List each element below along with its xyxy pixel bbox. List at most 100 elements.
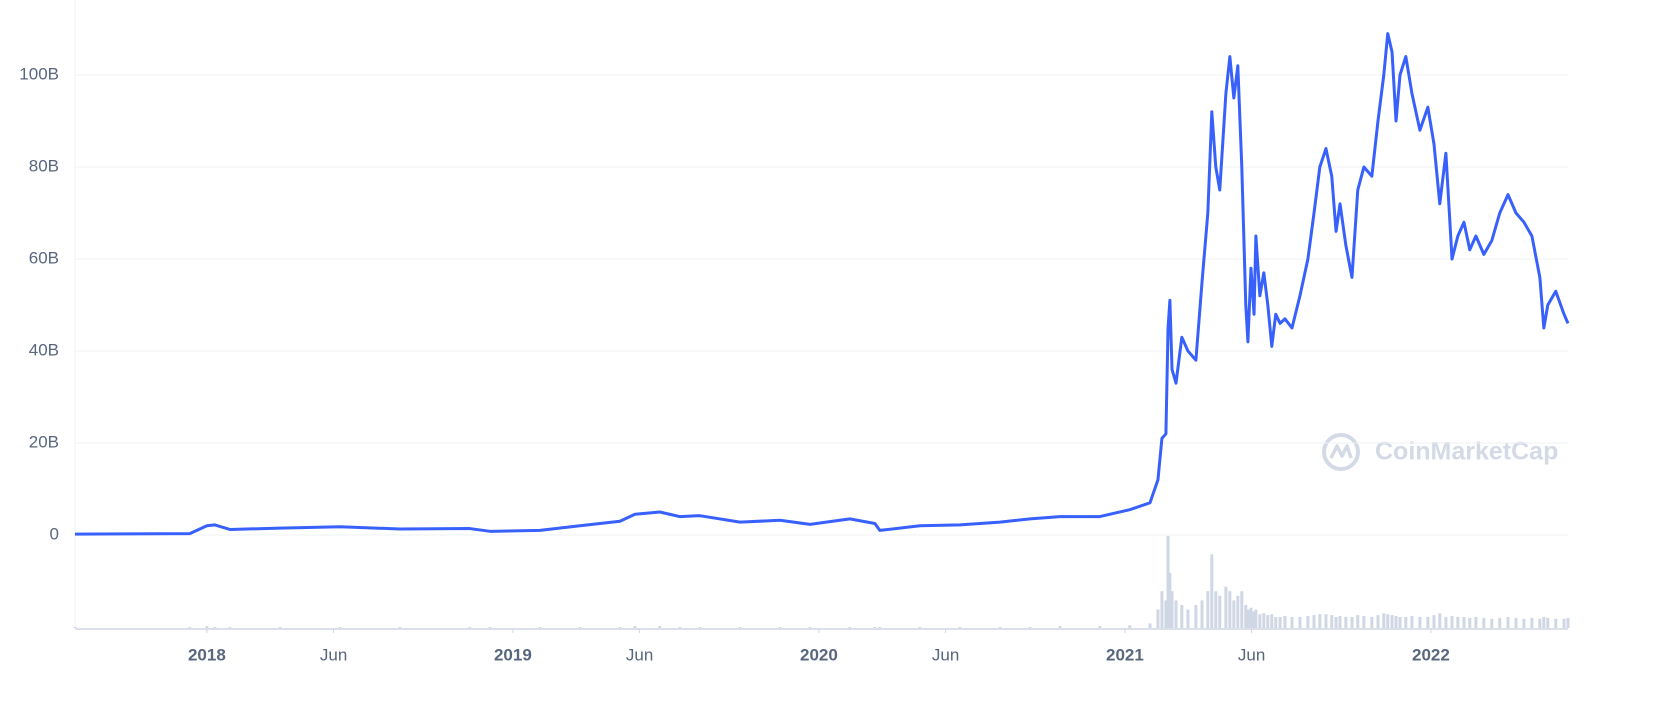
volume-bar bbox=[1398, 616, 1402, 628]
volume-bar bbox=[1254, 609, 1258, 628]
volume-bar bbox=[1566, 617, 1570, 628]
volume-bar bbox=[1098, 626, 1102, 628]
volume-bar bbox=[1386, 614, 1390, 628]
volume-bar bbox=[213, 627, 217, 628]
volume-bar bbox=[1350, 616, 1354, 628]
volume-bar bbox=[678, 627, 682, 628]
watermark-logo-mark bbox=[1329, 444, 1353, 459]
x-tick-label: 2019 bbox=[494, 645, 532, 664]
volume-bar bbox=[1170, 591, 1174, 628]
volume-bar bbox=[1180, 605, 1184, 628]
volume-bar bbox=[848, 627, 852, 628]
volume-bar bbox=[1490, 618, 1494, 628]
volume-bar bbox=[1186, 609, 1190, 628]
volume-bar bbox=[1306, 616, 1310, 628]
volume-bar bbox=[1218, 595, 1222, 628]
y-tick-label: 60B bbox=[29, 248, 59, 267]
volume-bar bbox=[1214, 591, 1218, 628]
volume-bar bbox=[1554, 618, 1558, 628]
volume-bar bbox=[1224, 586, 1228, 628]
volume-bar bbox=[488, 627, 492, 628]
volume-bar bbox=[1382, 613, 1386, 628]
volume-bar bbox=[1266, 615, 1270, 628]
volume-bar bbox=[1338, 616, 1342, 628]
volume-bar bbox=[1404, 616, 1408, 628]
volume-bar bbox=[1546, 617, 1550, 628]
volume-bar bbox=[1168, 572, 1172, 628]
volume-bar bbox=[538, 627, 542, 628]
volume-bar bbox=[205, 626, 209, 628]
x-tick-label: Jun bbox=[932, 645, 959, 664]
volume-bar bbox=[1344, 616, 1348, 628]
volume-bar bbox=[778, 627, 782, 628]
volume-bar bbox=[398, 627, 402, 628]
volume-bar bbox=[1334, 616, 1338, 628]
volume-bar bbox=[1542, 616, 1546, 628]
y-tick-label: 80B bbox=[29, 156, 59, 175]
volume-bar bbox=[578, 627, 582, 628]
volume-bar bbox=[1278, 616, 1282, 628]
volume-bar bbox=[1456, 616, 1460, 628]
volume-bar bbox=[1482, 617, 1486, 628]
volume-bar bbox=[1370, 616, 1374, 628]
volume-bar bbox=[1206, 591, 1210, 628]
volume-bar bbox=[1530, 617, 1534, 628]
volume-bar bbox=[1538, 618, 1542, 628]
volume-bar bbox=[1058, 626, 1062, 628]
volume-bar bbox=[1394, 616, 1398, 628]
volume-bar bbox=[1522, 618, 1526, 628]
x-tick-label: Jun bbox=[626, 645, 653, 664]
volume-bar bbox=[633, 626, 637, 628]
volume-bar bbox=[1148, 623, 1152, 628]
volume-bar bbox=[1210, 554, 1214, 628]
y-tick-label: 40B bbox=[29, 340, 59, 359]
volume-bar bbox=[1244, 605, 1248, 628]
watermark-logo bbox=[1322, 433, 1360, 471]
volume-bar bbox=[1468, 617, 1472, 628]
volume-bar bbox=[1356, 615, 1360, 628]
volume-bar bbox=[1270, 614, 1274, 628]
volume-bar bbox=[1232, 600, 1236, 628]
volume-bar bbox=[1298, 616, 1302, 628]
y-tick-label: 20B bbox=[29, 432, 59, 451]
volume-bar bbox=[188, 627, 192, 628]
volume-bar bbox=[698, 627, 702, 628]
volume-bar bbox=[1474, 616, 1478, 628]
volume-bar bbox=[1174, 600, 1178, 628]
volume-bar bbox=[1462, 616, 1466, 628]
x-tick-label: 2018 bbox=[188, 645, 226, 664]
volume-bar bbox=[808, 627, 812, 628]
volume-bar bbox=[998, 627, 1002, 628]
volume-bar bbox=[1432, 615, 1436, 628]
volume-bar bbox=[1228, 591, 1232, 628]
volume-bar bbox=[1252, 611, 1256, 628]
volume-bar bbox=[1514, 617, 1518, 628]
volume-bar bbox=[1160, 591, 1164, 628]
watermark-text: CoinMarketCap bbox=[1375, 438, 1558, 466]
volume-bar bbox=[1164, 600, 1168, 628]
y-tick-label: 0 bbox=[50, 524, 59, 543]
volume-bar bbox=[1324, 614, 1328, 628]
volume-bar bbox=[1362, 616, 1366, 628]
volume-bar bbox=[1330, 615, 1334, 628]
volume-bar bbox=[338, 627, 342, 628]
volume-bar bbox=[958, 627, 962, 628]
volume-bar bbox=[73, 627, 77, 628]
x-tick-label: Jun bbox=[1238, 645, 1265, 664]
volume-bar bbox=[1376, 615, 1380, 628]
volume-bar bbox=[1290, 616, 1294, 628]
volume-bar bbox=[1410, 616, 1414, 628]
x-tick-label: 2020 bbox=[800, 645, 838, 664]
volume-bar bbox=[618, 627, 622, 628]
volume-bar bbox=[228, 627, 232, 628]
volume-bar bbox=[1128, 625, 1132, 628]
volume-bar bbox=[278, 627, 282, 628]
volume-bar bbox=[918, 627, 922, 628]
volume-bar bbox=[738, 627, 742, 628]
volume-bar bbox=[1283, 616, 1287, 628]
volume-bar bbox=[1262, 613, 1266, 628]
volume-bar bbox=[1194, 605, 1198, 628]
volume-bar bbox=[1450, 616, 1454, 628]
